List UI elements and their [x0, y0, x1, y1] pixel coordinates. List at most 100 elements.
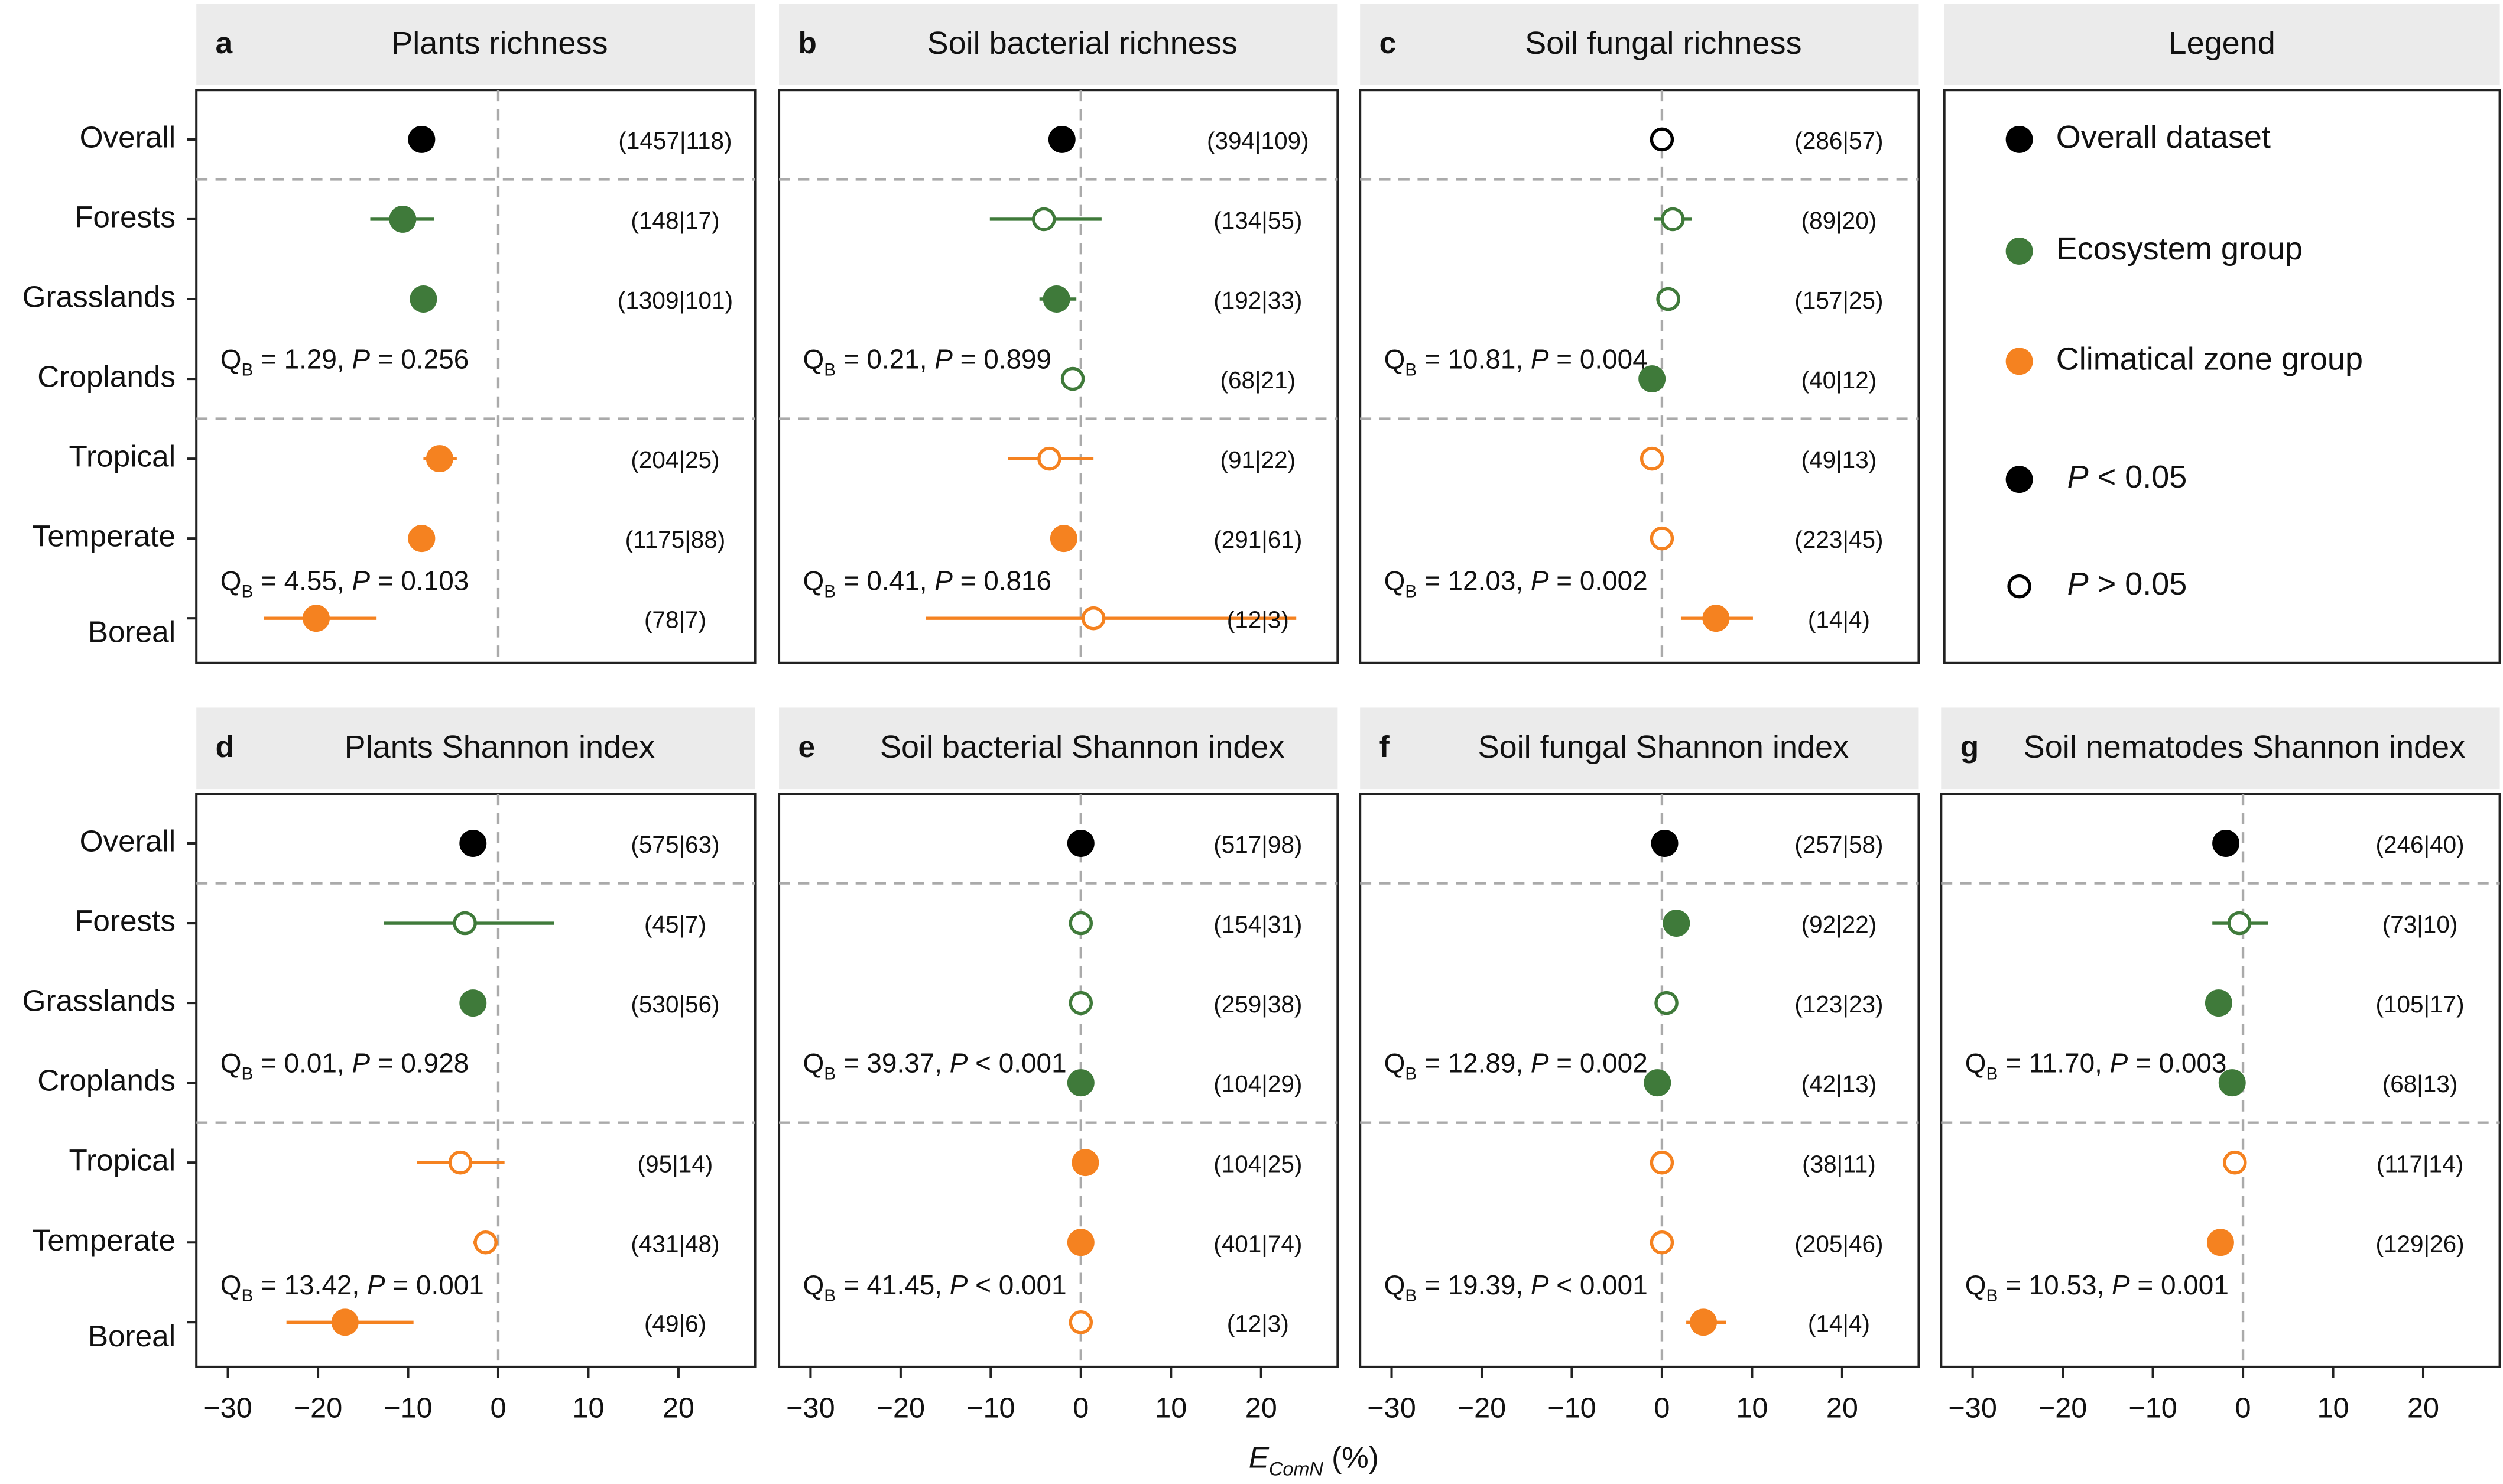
heterogeneity-annotation-part: B	[824, 582, 836, 602]
sample-size-label: (123|23)	[1794, 991, 1883, 1018]
panel-title: Soil fungal richness	[1525, 25, 1801, 61]
category-label: Forests	[74, 200, 176, 234]
effect-point	[1654, 991, 1679, 1015]
heterogeneity-annotation-part: = 0.41,	[836, 566, 934, 596]
sample-size-label: (192|33)	[1213, 287, 1302, 314]
heterogeneity-annotation-part: P	[2110, 1048, 2128, 1079]
sample-size-label: (257|58)	[1794, 831, 1883, 858]
sample-size-label: (259|38)	[1213, 991, 1302, 1018]
category-label: Forests	[74, 904, 176, 938]
sample-size-label: (40|12)	[1801, 366, 1877, 394]
x-tick-label: 0	[2235, 1392, 2251, 1424]
effect-point	[331, 1308, 359, 1336]
x-tick-label: −30	[1367, 1392, 1416, 1424]
heterogeneity-annotation: QB = 10.53, P = 0.001	[1965, 1269, 2229, 1306]
heterogeneity-annotation-part: P	[367, 1269, 385, 1300]
x-tick-label: −10	[966, 1392, 1015, 1424]
sample-size-label: (12|3)	[1227, 606, 1289, 633]
effect-point	[1067, 1229, 1095, 1256]
heterogeneity-annotation-part: = 13.42,	[253, 1269, 367, 1300]
effect-point	[473, 1230, 498, 1255]
heterogeneity-annotation: QB = 13.42, P = 0.001	[220, 1269, 484, 1306]
sample-size-label: (530|56)	[631, 991, 719, 1018]
heterogeneity-annotation-part: P	[352, 1048, 370, 1079]
heterogeneity-annotation-part: = 0.816	[953, 566, 1051, 596]
heterogeneity-annotation-part: = 0.928	[370, 1048, 469, 1079]
effect-point	[2227, 911, 2252, 936]
panel-letter: f	[1379, 730, 1390, 764]
plot-frame	[778, 793, 1339, 1368]
x-tick-label: 10	[1155, 1392, 1187, 1424]
effect-point	[453, 911, 477, 936]
x-tick-label: 10	[572, 1392, 604, 1424]
category-label: Overall	[80, 824, 176, 858]
effect-point	[1650, 127, 1674, 152]
x-tick-label: −10	[2128, 1392, 2177, 1424]
sample-size-label: (49|6)	[644, 1310, 706, 1337]
heterogeneity-annotation-part: P	[1531, 1048, 1549, 1079]
effect-point	[1081, 606, 1106, 631]
heterogeneity-annotation-part: = 19.39,	[1417, 1269, 1531, 1300]
category-label: Temperate	[33, 1223, 176, 1257]
heterogeneity-annotation-part: B	[1405, 1286, 1417, 1306]
sample-size-label: (431|48)	[631, 1230, 719, 1257]
heterogeneity-annotation: QB = 19.39, P < 0.001	[1384, 1269, 1648, 1306]
heterogeneity-annotation-part: Q	[803, 566, 824, 596]
heterogeneity-annotation-part: B	[824, 1286, 836, 1306]
effect-point	[1640, 446, 1664, 471]
effect-point	[1067, 1069, 1095, 1097]
heterogeneity-annotation-part: P	[352, 566, 370, 596]
legend-label-part: < 0.05	[2089, 459, 2187, 495]
x-axis-label-symbol: E	[1249, 1440, 1270, 1474]
heterogeneity-annotation-part: P	[950, 1048, 968, 1079]
effect-point	[389, 205, 417, 233]
sample-size-label: (204|25)	[631, 446, 719, 473]
heterogeneity-annotation-part: P	[1531, 343, 1549, 374]
x-tick-label: 10	[1736, 1392, 1768, 1424]
sample-size-label: (517|98)	[1213, 831, 1302, 858]
sample-size-label: (92|22)	[1801, 911, 1877, 938]
heterogeneity-annotation-part: P	[1531, 1269, 1549, 1300]
heterogeneity-annotation-part: = 4.55,	[253, 566, 352, 596]
sample-size-label: (1309|101)	[618, 287, 733, 314]
sample-size-label: (14|4)	[1808, 606, 1870, 633]
category-label: Overall	[80, 120, 176, 154]
effect-point	[408, 125, 436, 153]
panel-header	[1360, 4, 1919, 86]
x-tick-label: −30	[786, 1392, 835, 1424]
effect-point	[1069, 1310, 1093, 1334]
effect-point	[1644, 1069, 1671, 1097]
legend-label: Overall dataset	[2056, 119, 2271, 155]
heterogeneity-annotation-part: P	[1531, 566, 1549, 596]
panel-letter: c	[1379, 26, 1397, 60]
sample-size-label: (105|17)	[2375, 991, 2464, 1018]
legend-frame	[1943, 89, 2501, 664]
heterogeneity-annotation-part: Q	[1384, 343, 1405, 374]
heterogeneity-annotation-part: = 0.002	[1549, 566, 1648, 596]
effect-point	[2205, 989, 2232, 1017]
plot-frame	[1940, 793, 2501, 1368]
legend-label: Ecosystem group	[2056, 231, 2303, 267]
heterogeneity-annotation-part: B	[1405, 582, 1417, 602]
effect-point	[1656, 287, 1680, 311]
legend-title: Legend	[2169, 25, 2275, 61]
x-tick-label: 10	[2317, 1392, 2349, 1424]
heterogeneity-annotation-part: = 0.003	[2128, 1048, 2226, 1079]
panel-title: Soil fungal Shannon index	[1478, 729, 1849, 765]
effect-point	[1651, 830, 1679, 857]
heterogeneity-annotation-part: Q	[220, 343, 242, 374]
heterogeneity-annotation: QB = 12.89, P = 0.002	[1384, 1048, 1648, 1084]
panel-letter: d	[216, 730, 234, 764]
legend-marker	[2005, 348, 2033, 375]
heterogeneity-annotation-part: B	[241, 1286, 253, 1306]
effect-point	[1660, 207, 1685, 232]
x-tick-label: −30	[203, 1392, 252, 1424]
panel-title: Soil bacterial richness	[927, 25, 1238, 61]
sample-size-label: (73|10)	[2382, 911, 2458, 938]
sample-size-label: (45|7)	[644, 911, 706, 938]
heterogeneity-annotation: QB = 1.29, P = 0.256	[220, 343, 469, 379]
panel-title: Plants richness	[391, 25, 608, 61]
effect-point	[1072, 1149, 1099, 1177]
sample-size-label: (575|63)	[631, 831, 719, 858]
